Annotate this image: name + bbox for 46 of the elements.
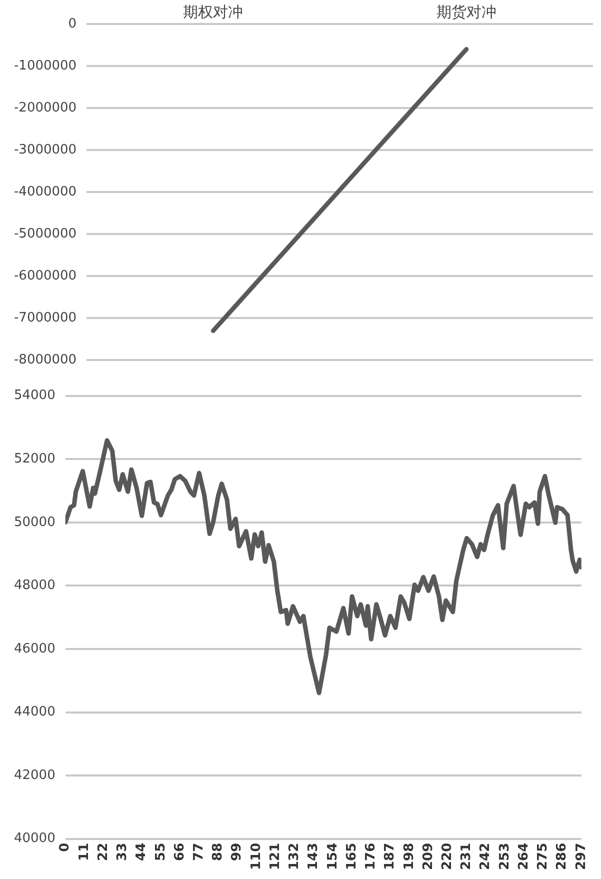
x-tick-label: 44 xyxy=(134,842,150,861)
x-tick-label: 176 xyxy=(364,842,379,870)
x-tick-label: 209 xyxy=(420,842,436,870)
x-tick-label: 88 xyxy=(210,842,226,861)
y-tick-label: -2000000 xyxy=(14,100,77,116)
x-tick-label: 275 xyxy=(536,842,551,870)
x-tick-label: 165 xyxy=(344,842,360,870)
y-tick-label: -5000000 xyxy=(14,226,77,242)
x-tick-label: 198 xyxy=(402,842,417,870)
x-tick-label: 33 xyxy=(115,842,130,861)
x-tick-label: 187 xyxy=(382,842,398,870)
y-tick-label: 0 xyxy=(68,16,77,32)
x-tick-label: 11 xyxy=(76,842,92,861)
y-tick-label: -6000000 xyxy=(14,268,77,284)
x-tick-label: 143 xyxy=(306,842,322,870)
x-tick-label: 264 xyxy=(516,842,532,870)
x-tick-label: 220 xyxy=(440,842,455,870)
x-tick-label: 77 xyxy=(192,842,207,861)
x-tick-label: 297 xyxy=(574,842,589,870)
y-tick-label: -1000000 xyxy=(14,58,77,74)
x-tick-label: 期权对冲 xyxy=(183,2,244,21)
x-tick-label: 286 xyxy=(554,842,570,870)
y-tick-label: -8000000 xyxy=(14,352,77,368)
y-tick-label: -4000000 xyxy=(14,184,77,200)
x-tick-label: 期货对冲 xyxy=(436,2,496,21)
x-tick-label: 253 xyxy=(497,842,512,870)
x-tick-label: 22 xyxy=(96,842,111,861)
x-tick-label: 154 xyxy=(325,842,340,870)
y-tick-label: 42000 xyxy=(14,768,56,783)
y-tick-label: -7000000 xyxy=(14,310,77,326)
y-tick-label: 52000 xyxy=(14,451,56,466)
y-tick-label: 54000 xyxy=(14,388,56,404)
x-tick-label: 242 xyxy=(478,842,494,870)
x-tick-label: 132 xyxy=(287,842,302,870)
y-tick-label: 40000 xyxy=(14,831,56,846)
x-tick-label: 55 xyxy=(153,842,168,861)
x-tick-label: 99 xyxy=(230,842,245,861)
x-tick-label: 231 xyxy=(459,842,474,870)
y-tick-label: -3000000 xyxy=(14,142,77,158)
x-tick-label: 121 xyxy=(268,842,283,870)
y-tick-label: 50000 xyxy=(14,514,56,530)
y-tick-label: 44000 xyxy=(14,704,56,720)
y-tick-label: 48000 xyxy=(14,578,56,594)
x-tick-label: 66 xyxy=(172,842,188,861)
y-tick-label: 46000 xyxy=(14,641,56,656)
x-tick-label: 110 xyxy=(248,842,264,870)
